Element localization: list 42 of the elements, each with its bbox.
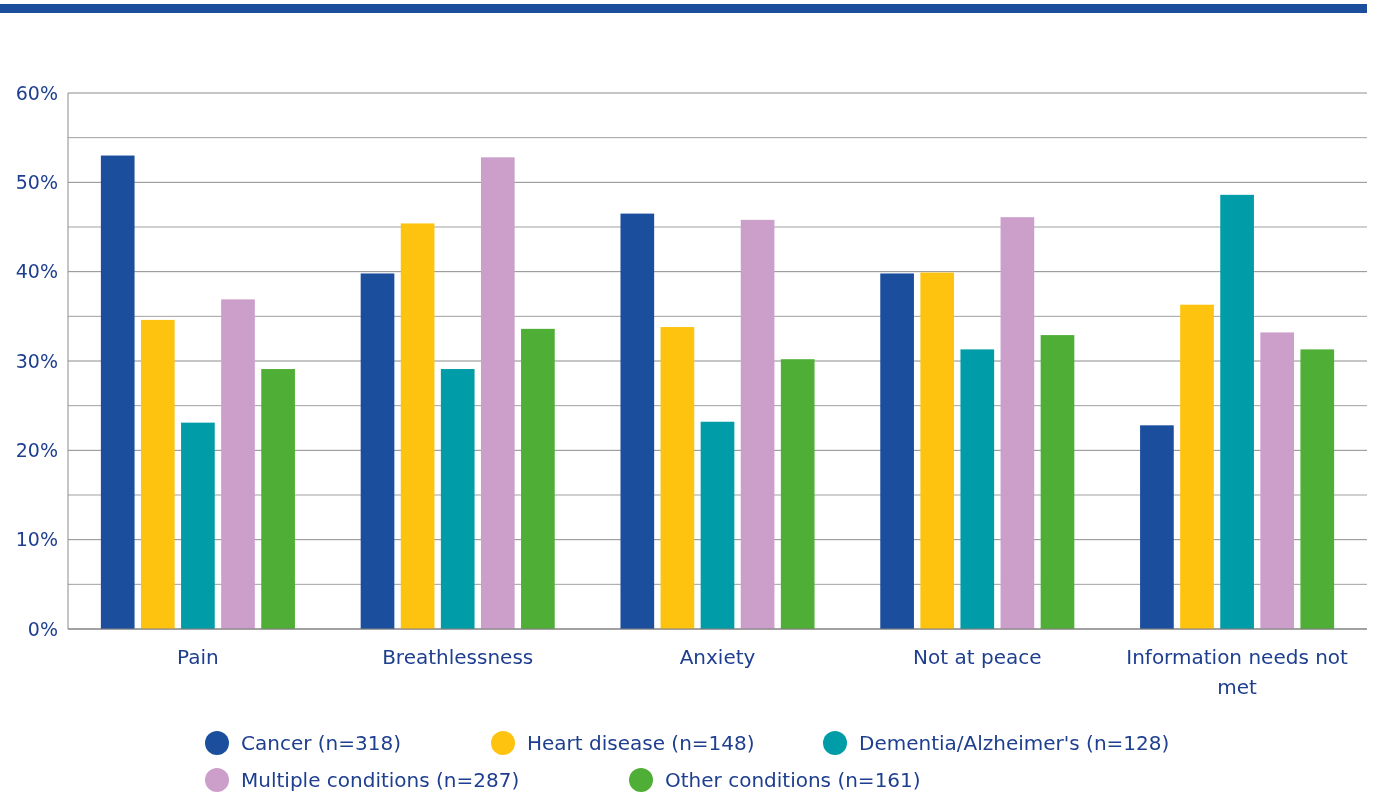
x-tick-label: Pain (177, 645, 219, 669)
bar (740, 219, 775, 629)
x-tick-label: Not at peace (913, 645, 1042, 669)
bar (880, 273, 914, 629)
legend-label: Other conditions (n=161) (665, 768, 921, 792)
x-tick-label: Information needs not met (1126, 645, 1349, 699)
bar (1000, 217, 1035, 629)
bar (261, 369, 295, 629)
bar (1180, 304, 1214, 629)
y-tick-label: 50% (15, 170, 58, 193)
bar (920, 272, 955, 629)
legend-label: Multiple conditions (n=287) (241, 768, 520, 792)
x-tick-label: Anxiety (679, 645, 756, 669)
bar (700, 421, 735, 629)
bar (400, 223, 435, 629)
bar (1220, 194, 1254, 629)
bar (1040, 335, 1075, 629)
legend-label: Dementia/Alzheimer's (n=128) (859, 731, 1170, 755)
bar (140, 319, 175, 629)
bar (1140, 425, 1174, 629)
y-tick-label: 10% (15, 528, 58, 551)
bar (480, 157, 515, 629)
bar (620, 213, 655, 629)
y-tick-label: 20% (15, 438, 58, 461)
bar (960, 349, 995, 629)
y-tick-label: 30% (15, 349, 58, 372)
bar (1260, 332, 1295, 629)
y-tick-label: 60% (15, 81, 58, 104)
bar (221, 299, 255, 629)
bar (1300, 349, 1335, 629)
legend-label: Heart disease (n=148) (527, 731, 755, 755)
y-tick-label: 0% (27, 617, 58, 640)
bar (440, 369, 475, 629)
bar (780, 359, 815, 629)
bar (100, 155, 135, 629)
bar (360, 273, 395, 629)
legend-label: Cancer (n=318) (241, 731, 401, 755)
bar (660, 327, 695, 629)
x-tick-label: Breathlessness (382, 645, 534, 669)
bar (181, 422, 215, 629)
bar (521, 328, 555, 629)
y-tick-label: 40% (15, 260, 58, 283)
